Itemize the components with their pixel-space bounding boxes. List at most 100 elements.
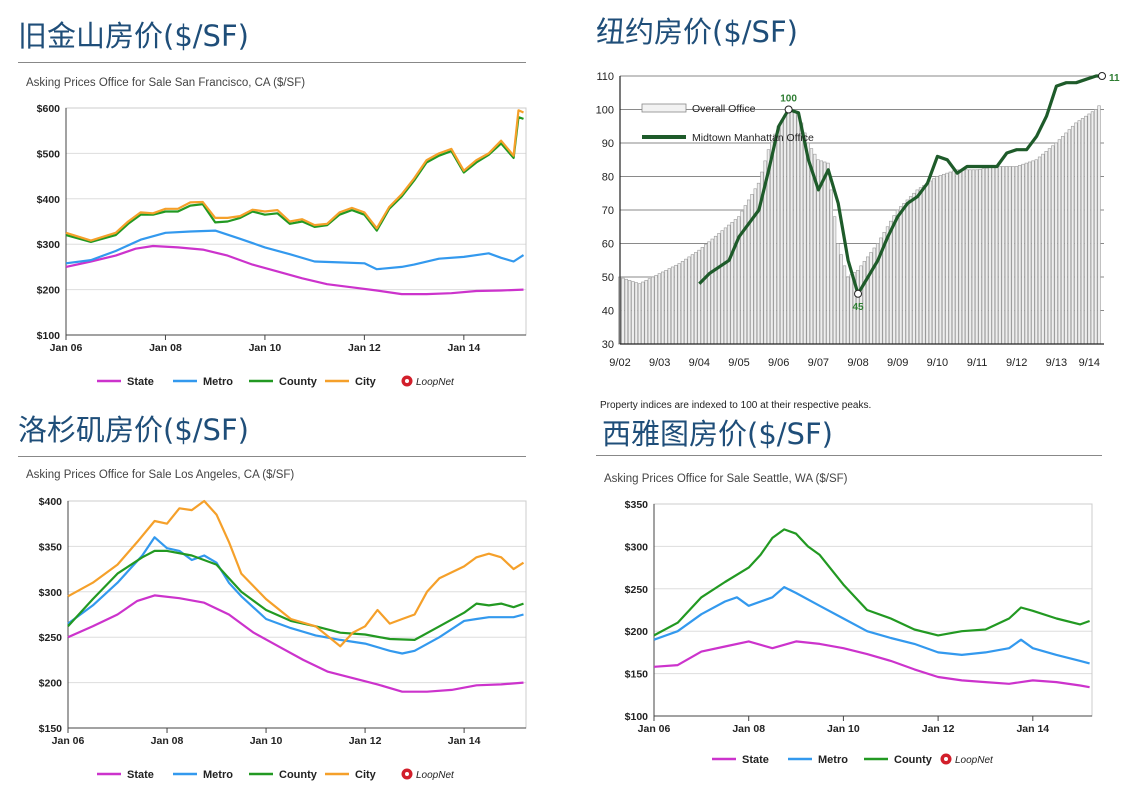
overall-office-bar — [710, 238, 714, 345]
overall-office-bar — [951, 170, 956, 345]
overall-office-bar — [733, 219, 738, 345]
overall-office-bar — [770, 141, 774, 345]
overall-office-bar — [799, 122, 804, 345]
series-line-metro — [65, 229, 525, 271]
legend-label-metro: Metro — [203, 769, 233, 781]
x-tick-label: Jan 10 — [249, 342, 282, 354]
overall-office-bar — [624, 278, 628, 345]
overall-office-bar — [727, 224, 731, 345]
overall-office-bar — [793, 111, 797, 345]
overall-office-bar — [1077, 120, 1081, 345]
overall-office-bar — [634, 282, 638, 345]
overall-office-bar — [1014, 166, 1019, 345]
overall-office-bar — [1061, 136, 1065, 345]
la-title-rule — [18, 456, 526, 457]
annotation-marker — [1098, 72, 1107, 80]
overall-office-bar — [938, 175, 943, 345]
series-line-state — [67, 594, 524, 693]
overall-office-bar — [1097, 105, 1101, 345]
overall-office-bar — [1031, 160, 1035, 345]
series-line-metro — [653, 586, 1090, 665]
overall-office-bar — [707, 241, 711, 345]
overall-office-bar — [988, 167, 992, 345]
overall-office-bar — [1084, 115, 1088, 345]
y-tick-label: $500 — [37, 148, 61, 160]
overall-office-bar — [780, 120, 784, 345]
overall-office-bar — [809, 148, 814, 345]
sf-title-rule — [18, 62, 526, 63]
y-tick-label: $300 — [37, 239, 61, 251]
overall-office-bar — [674, 264, 678, 345]
x-tick-label: Jan 08 — [149, 342, 182, 354]
overall-office-bar — [704, 244, 708, 345]
y-tick-label: $200 — [37, 285, 61, 297]
legend-label-metro: Metro — [203, 376, 233, 388]
x-tick-label: Jan 06 — [50, 342, 83, 354]
overall-office-bar — [902, 203, 906, 345]
overall-office-bar — [928, 180, 933, 345]
y-tick-label: $400 — [37, 194, 61, 206]
loopnet-logo-dot — [405, 772, 409, 776]
series-line-city — [65, 109, 524, 242]
plot-frame — [65, 107, 527, 336]
y-tick-label: 40 — [602, 306, 614, 318]
overall-office-bar — [932, 178, 936, 345]
overall-office-bar — [631, 281, 635, 345]
overall-office-bar — [839, 254, 843, 345]
overall-office-bar — [786, 109, 790, 345]
seattle-price-chart: Asking Prices Office for Sale Seattle, W… — [604, 473, 1093, 766]
overall-office-bar — [723, 227, 728, 345]
chart-title: Asking Prices Office for Sale San Franci… — [26, 77, 305, 89]
overall-office-bar — [773, 133, 777, 345]
legend-label-city: City — [355, 376, 377, 388]
overall-office-bar — [730, 221, 734, 345]
overall-office-bar — [908, 196, 913, 345]
x-tick-label: 9/14 — [1079, 357, 1100, 369]
overall-office-bar — [925, 182, 929, 345]
overall-office-bar — [994, 166, 999, 345]
x-tick-label: Jan 14 — [447, 342, 480, 354]
x-tick-label: 9/08 — [847, 357, 868, 369]
overall-office-bar — [955, 169, 959, 345]
overall-office-bar — [829, 189, 833, 345]
overall-office-bar — [985, 167, 989, 345]
legend-label-city: City — [355, 769, 377, 781]
overall-office-bar — [627, 280, 632, 345]
y-tick-label: 80 — [602, 172, 614, 184]
overall-office-bar — [1001, 166, 1005, 345]
series-line-county — [653, 528, 1090, 637]
x-tick-label: Jan 10 — [827, 723, 860, 735]
overall-office-bar — [836, 243, 840, 345]
overall-office-bar — [677, 263, 681, 345]
overall-office-bar — [912, 192, 916, 345]
overall-office-bar — [700, 247, 705, 345]
overall-office-bar — [690, 254, 695, 345]
overall-office-bar — [826, 162, 830, 345]
x-tick-label: Jan 10 — [250, 735, 283, 747]
legend-label-state: State — [127, 376, 154, 388]
la-price-chart: Asking Prices Office for Sale Los Angele… — [26, 469, 527, 781]
legend-label-county: County — [279, 376, 318, 388]
overall-office-bar — [1011, 166, 1015, 345]
overall-office-bar — [680, 261, 685, 345]
overall-office-bar — [961, 169, 966, 345]
overall-office-bar — [670, 266, 675, 345]
x-tick-label: 9/10 — [927, 357, 948, 369]
overall-office-bar — [965, 169, 969, 345]
overall-office-bar — [1064, 132, 1068, 345]
overall-office-bar — [654, 275, 658, 345]
series-line-state — [65, 244, 524, 296]
y-tick-label: $200 — [625, 626, 649, 638]
overall-office-bar — [1008, 166, 1012, 345]
annotation-label-latest: 110 — [1109, 73, 1120, 84]
y-tick-label: $350 — [625, 499, 649, 511]
overall-office-bar — [1021, 163, 1025, 345]
overall-office-bar — [720, 230, 724, 345]
overall-office-bar — [664, 270, 668, 345]
overall-office-bar — [717, 233, 721, 345]
overall-office-bar — [697, 249, 701, 345]
overall-office-bar — [968, 169, 972, 345]
y-tick-label: $100 — [37, 330, 61, 342]
overall-office-bar — [657, 273, 662, 345]
loopnet-brand-text: LoopNet — [955, 755, 994, 766]
